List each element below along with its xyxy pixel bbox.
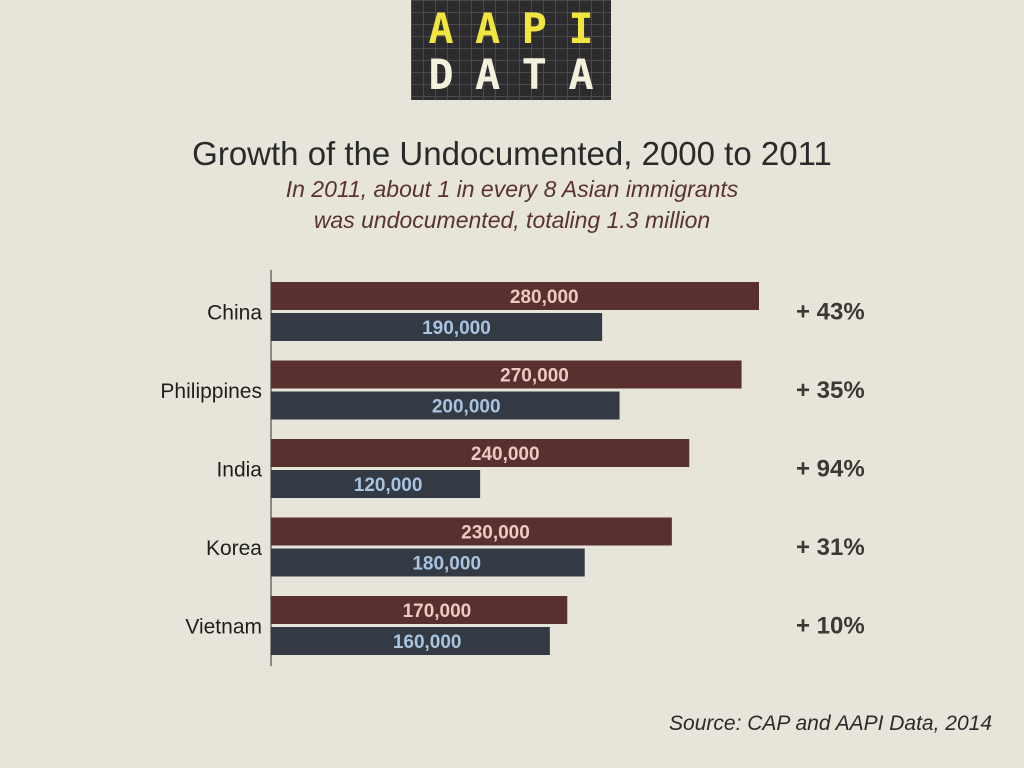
logo-letter: I	[568, 4, 594, 53]
logo-letter: A	[568, 50, 594, 99]
growth-label: + 31%	[796, 534, 865, 561]
category-label: India	[216, 459, 262, 482]
growth-label: + 94%	[796, 456, 865, 483]
chart-subtitle-line-2: was undocumented, totaling 1.3 million	[313, 207, 711, 233]
chart-subtitle-line-1: In 2011, about 1 in every 8 Asian immigr…	[285, 176, 739, 202]
data-label: 160,000	[393, 632, 462, 653]
growth-label: + 43%	[796, 299, 865, 326]
bar	[271, 517, 672, 546]
chart-title: Growth of the Undocumented, 2000 to 2011	[192, 135, 832, 172]
logo-letter: D	[428, 50, 454, 99]
data-label: 230,000	[461, 523, 530, 544]
data-label: 190,000	[422, 318, 491, 339]
logo-letter: T	[521, 50, 547, 99]
category-label: Vietnam	[185, 616, 262, 639]
bar	[271, 282, 759, 310]
bar	[271, 470, 481, 498]
data-label: 240,000	[471, 444, 540, 465]
bar	[271, 360, 742, 389]
bar	[271, 439, 690, 467]
category-label: Korea	[206, 537, 262, 560]
data-label: 280,000	[510, 287, 579, 308]
growth-label: + 35%	[796, 377, 865, 404]
logo-letter: P	[521, 4, 547, 53]
data-label: 170,000	[403, 601, 472, 622]
logo-row-top: A A P I	[421, 6, 601, 52]
bar	[271, 548, 585, 577]
bar	[271, 596, 568, 624]
growth-label: + 10%	[796, 613, 865, 640]
bar	[271, 627, 550, 655]
aapi-data-logo: A A P I D A T A	[411, 0, 611, 100]
category-label: Philippines	[160, 380, 262, 403]
data-label: 200,000	[432, 397, 501, 418]
bar	[271, 391, 620, 420]
data-label: 180,000	[412, 554, 481, 575]
logo-letter: A	[428, 4, 454, 53]
data-label: 120,000	[354, 475, 423, 496]
data-label: 270,000	[500, 366, 569, 387]
category-label: China	[207, 302, 262, 325]
logo-letter: A	[475, 50, 501, 99]
logo-row-bottom: D A T A	[421, 52, 601, 98]
source-note: Source: CAP and AAPI Data, 2014	[669, 712, 992, 735]
logo-letter: A	[475, 4, 501, 53]
bar	[271, 313, 603, 341]
